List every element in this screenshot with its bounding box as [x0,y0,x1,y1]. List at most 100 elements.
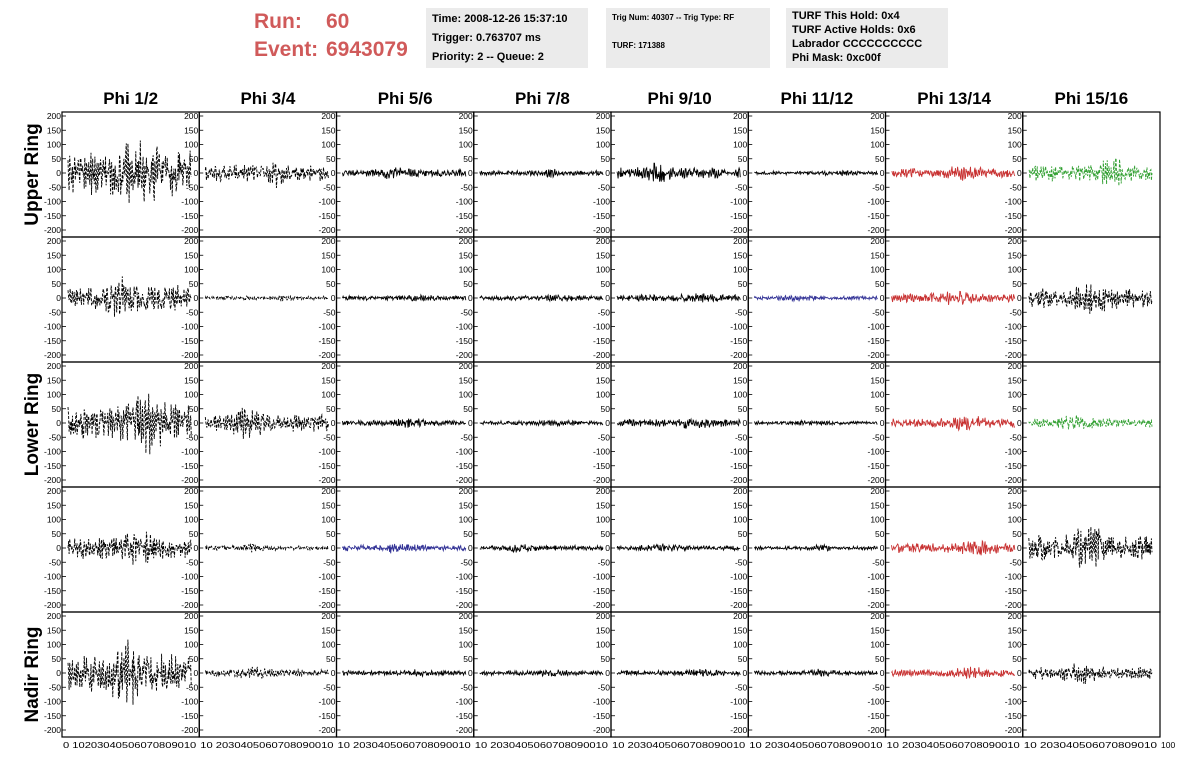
y-tick-label: 0 [605,168,610,178]
y-tick-label: -150 [1005,586,1022,596]
y-tick-label: 0 [1017,418,1022,428]
y-tick-label: -150 [730,336,747,346]
panel-frame [198,236,338,363]
y-tick-label: 100 [733,515,747,525]
waveform-trace [616,543,741,553]
y-tick-label: 150 [596,625,610,635]
y-tick-label: 50 [52,654,62,664]
y-tick-label: 50 [738,529,748,539]
y-tick-label: -150 [867,711,884,721]
waveform-trace [616,668,741,678]
y-tick-label: -150 [730,211,747,221]
y-tick-label: 200 [321,236,335,246]
y-tick-label: 0 [194,168,199,178]
y-tick-label: 150 [459,125,473,135]
y-tick-label: 100 [321,390,335,400]
x-tick-label: 10 2030405060708090010 [887,740,1021,750]
y-tick-label: 100 [184,515,198,525]
x-tick-label: 10 2030405060708090010 [749,740,883,750]
waveform-trace [479,669,604,678]
y-tick-label: -100 [456,322,473,332]
y-tick-label: 150 [596,375,610,385]
y-tick-label: 100 [596,640,610,650]
y-tick-label: 200 [321,111,335,121]
waveform-panel: -200 -150 -100 -50 0 50 100 150 200 [456,486,612,613]
y-tick-label: 200 [47,361,61,371]
y-tick-label: 0 [331,168,336,178]
waveform-panel: -200 -150 -100 -50 0 50 100 150 200 [181,236,338,363]
y-tick-label: 100 [596,390,610,400]
y-tick-label: -50 [49,682,62,692]
y-tick-label: 100 [321,640,335,650]
column-title: Phi 11/12 [780,89,853,108]
waveform-trace [754,543,878,552]
waveform-panel: -200 -150 -100 -50 0 50 100 150 200 [867,236,1024,363]
waveform-panel: -200 -150 -100 -50 0 50 100 150 200 [867,361,1024,488]
y-tick-label: 50 [52,529,62,539]
y-tick-label: -200 [44,225,61,235]
waveform-trace [205,543,329,553]
y-tick-label: 0 [1017,168,1022,178]
y-tick-label: 150 [596,500,610,510]
y-tick-label: -50 [1009,557,1022,567]
column-title: Phi 5/6 [378,89,433,108]
y-tick-label: 0 [194,543,199,553]
y-tick-label: -150 [1005,211,1022,221]
waveform-trace [1028,663,1153,684]
y-tick-label: 200 [870,111,884,121]
y-tick-label: 150 [733,375,747,385]
y-tick-label: -50 [186,682,199,692]
y-tick-label: 150 [184,250,198,260]
y-tick-label: 150 [733,500,747,510]
y-tick-label: -200 [318,350,335,360]
waveform-trace [1028,414,1153,430]
waveform-panel: -200 -150 -100 -50 0 50 100 150 200 [318,611,475,738]
y-tick-label: 200 [184,236,198,246]
y-tick-label: 100 [47,515,61,525]
y-tick-label: 0 [56,418,61,428]
y-tick-label: 0 [743,543,748,553]
y-tick-label: 200 [596,361,610,371]
y-tick-label: 0 [468,543,473,553]
x-tick-label: 10 2030405060708090010 [475,740,609,750]
y-tick-label: 50 [326,404,336,414]
y-tick-label: -200 [1005,225,1022,235]
y-tick-label: 50 [463,654,473,664]
y-tick-label: -100 [44,197,61,207]
y-tick-label: 100 [459,265,473,275]
y-tick-label: -100 [456,697,473,707]
y-tick-label: 150 [184,625,198,635]
y-tick-label: 150 [47,375,61,385]
y-tick-label: -200 [318,600,335,610]
y-tick-label: -150 [44,711,61,721]
y-tick-label: -200 [593,225,610,235]
y-tick-label: -200 [593,350,610,360]
y-tick-label: -100 [318,322,335,332]
waveform-trace [616,292,741,303]
waveform-panel: -200 -150 -100 -50 0 50 100 150 200 [318,361,475,488]
y-tick-label: 50 [601,279,611,289]
column-title: Phi 9/10 [647,89,711,108]
y-tick-label: -200 [867,225,884,235]
waveform-trace [479,293,604,303]
y-tick-label: -100 [181,572,198,582]
y-tick-label: -100 [318,447,335,457]
turf-active-holds-text: TURF Active Holds: 0x6 [792,24,916,36]
waveform-trace [1028,526,1153,568]
y-tick-label: 150 [321,375,335,385]
waveform-panel: -200 -150 -100 -50 0 50 100 150 200 [1005,611,1161,738]
y-tick-label: 200 [459,611,473,621]
y-tick-label: 200 [459,361,473,371]
waveform-panel: -200 -150 -100 -50 0 50 100 150 200 [730,361,887,488]
y-tick-label: -200 [867,725,884,735]
y-tick-label: 200 [1008,611,1022,621]
y-tick-label: 50 [601,404,611,414]
y-tick-label: 50 [738,654,748,664]
y-tick-label: 50 [52,279,62,289]
y-tick-label: -200 [1005,475,1022,485]
y-tick-label: -50 [186,432,199,442]
y-tick-label: 150 [870,125,884,135]
y-tick-label: 0 [743,668,748,678]
waveform-panel: -200 -150 -100 -50 0 50 100 150 200 [593,236,749,363]
y-tick-label: 150 [47,625,61,635]
